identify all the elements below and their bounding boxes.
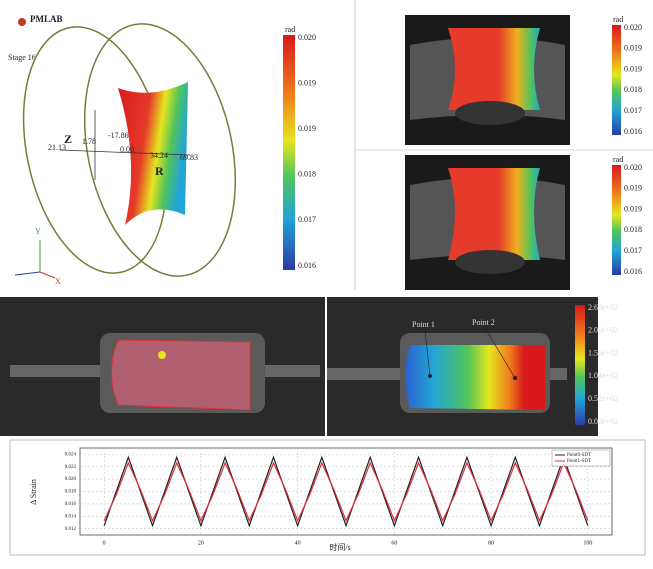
colorbar-tick-label: 0.020 <box>624 23 642 32</box>
axis-triad <box>39 271 56 279</box>
y-tick-label: 0.016 <box>65 502 77 507</box>
colorbar-tick-label: 1.56e+02 <box>588 348 618 357</box>
series-line <box>103 461 589 523</box>
strain-field <box>448 28 540 110</box>
colorbar-tick-label: 0.018 <box>624 225 642 234</box>
x-tick-label: 80 <box>488 540 494 546</box>
x-tick-label: 20 <box>198 540 204 546</box>
chart-frame <box>9 439 646 556</box>
colorbar-unit: rad <box>285 25 295 34</box>
y-tick-label: 0.024 <box>65 452 77 457</box>
colorbar-tick-label: 1.04e+02 <box>588 371 618 380</box>
strain-field <box>405 345 545 410</box>
colorbar-tick-label: 0.52e+02 <box>588 394 618 403</box>
coord: -17.86 <box>108 131 129 140</box>
logo: PMLAB <box>30 14 63 24</box>
view-3d: PMLAB Stage 16 Z R Y X 21.13 1.78 -17.86… <box>0 0 355 290</box>
colorbar <box>283 35 295 270</box>
grip <box>455 101 525 125</box>
camera-views: rad rad <box>355 15 653 290</box>
colorbar-tick-label: 0.018 <box>624 85 642 94</box>
x-axis-label: 时间/s <box>329 542 350 552</box>
colorbar-tick-label: 0.020 <box>298 33 316 42</box>
ring <box>83 23 237 277</box>
colorbar-tick-label: 0.016 <box>298 261 316 270</box>
y-tick-label: 0.022 <box>65 465 77 470</box>
coord: 0.00 <box>120 145 134 154</box>
colorbar-tick-label: 0.020 <box>624 163 642 172</box>
axis-label: R <box>155 164 164 178</box>
leader <box>484 327 516 379</box>
colorbar <box>612 25 621 135</box>
colorbar <box>575 305 585 425</box>
point-label: Point 2 <box>472 318 495 327</box>
coord: 1.78 <box>82 137 96 146</box>
axis-label: Z <box>64 132 72 146</box>
colorbar-tick-label: 2.60e+02 <box>588 303 618 312</box>
colorbar-tick-label: 0.016 <box>624 267 642 276</box>
colorbar-unit: rad <box>613 15 623 24</box>
colorbar-tick-label: 0.017 <box>624 106 642 115</box>
colorbar-tick-label: 0.019 <box>298 78 316 87</box>
stage-label: Stage 16 <box>8 53 36 62</box>
colorbar-tick-label: 0.017 <box>624 246 642 255</box>
colorbar <box>612 165 621 275</box>
x-tick-label: 40 <box>295 540 301 546</box>
axis-label: Y <box>35 227 41 236</box>
x-tick-label: 0 <box>103 540 106 546</box>
colorbar-tick-label: 0.019 <box>624 204 642 213</box>
colorbar-tick-label: 0.019 <box>624 44 642 53</box>
y-tick-label: 0.018 <box>65 490 77 495</box>
axis-label: X <box>55 277 61 286</box>
legend-label: Point0-SDT <box>567 453 591 458</box>
roi <box>111 339 251 411</box>
y-tick-label: 0.012 <box>65 527 77 532</box>
point-label: Point 1 <box>412 320 435 329</box>
leader <box>424 329 431 377</box>
axis-line <box>59 149 191 156</box>
y-tick-label: 0.014 <box>65 514 77 519</box>
logo-icon <box>18 18 26 26</box>
colorbar-tick-label: 0.019 <box>624 64 642 73</box>
colorbar-tick-label: 0.017 <box>298 215 316 224</box>
colorbar-tick-label: 0.019 <box>624 184 642 193</box>
colorbar-tick-label: 0.00e+02 <box>588 417 618 426</box>
coord: 34.24 <box>150 151 168 160</box>
coord: 21.13 <box>48 143 66 152</box>
colorbar-tick-label: 0.019 <box>298 124 316 133</box>
legend-label: Point1-SDT <box>567 459 591 464</box>
y-tick-label: 0.020 <box>65 477 77 482</box>
colorbar-tick-label: 0.018 <box>298 170 316 179</box>
y-axis-label: Δ Strain <box>29 479 38 505</box>
legend-box <box>551 449 611 467</box>
x-tick-label: 100 <box>583 540 592 546</box>
axis-triad <box>14 271 41 276</box>
specimen-views: Point 1 Point 2 <box>0 297 598 436</box>
coord: 69.83 <box>180 153 198 162</box>
x-tick-label: 60 <box>391 540 397 546</box>
strain-field <box>448 168 540 260</box>
colorbar-tick-label: 0.016 <box>624 127 642 136</box>
grip <box>455 250 525 274</box>
colorbar-unit: rad <box>613 155 623 164</box>
colorbar-tick-label: 2.08e+02 <box>588 326 618 335</box>
roi-marker <box>158 351 166 359</box>
